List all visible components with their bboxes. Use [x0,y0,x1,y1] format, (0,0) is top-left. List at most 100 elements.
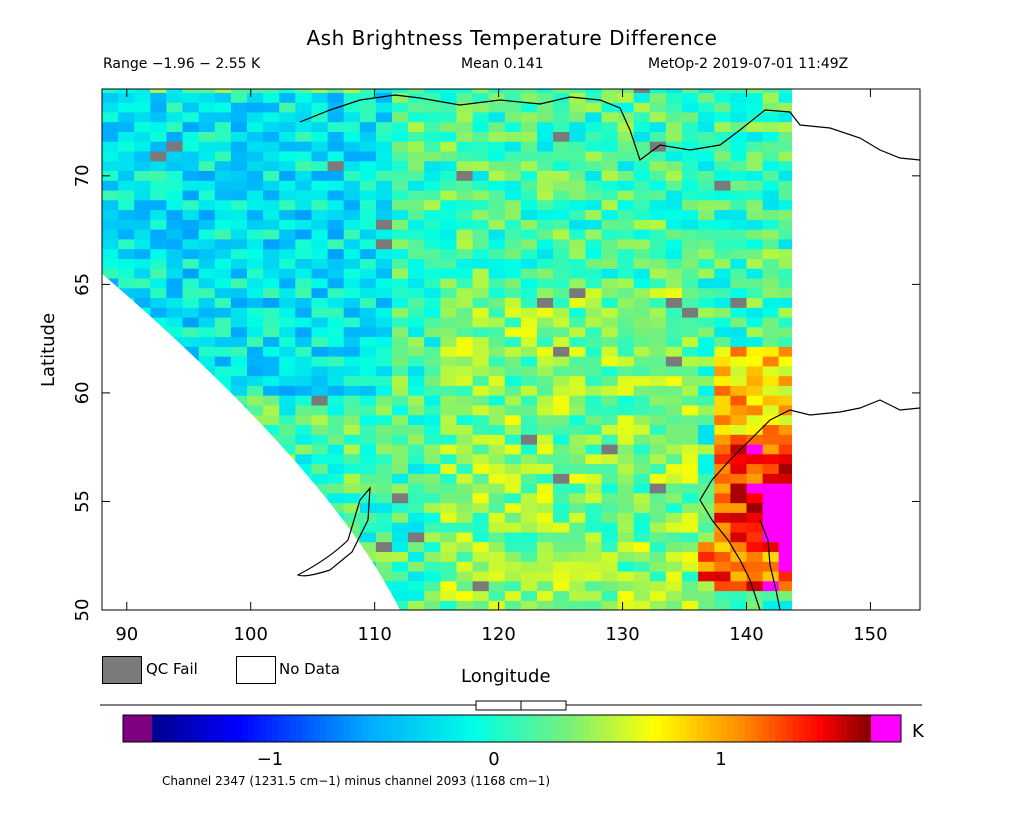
heatmap-cell [553,316,570,328]
colorbar-segment [769,715,776,742]
heatmap-cell [537,160,554,171]
heatmap-cell [166,141,184,152]
heatmap-cell [440,287,458,298]
heatmap-cell [311,287,329,298]
heatmap-cell [375,141,393,152]
heatmap-cell [617,336,635,347]
heatmap-cell [424,356,441,367]
heatmap-cell [730,570,748,582]
heatmap-cell [214,219,232,230]
heatmap-cell [762,326,780,338]
heatmap-cell [504,248,522,259]
heatmap-cell [279,131,296,142]
heatmap-cell [714,131,731,142]
heatmap-cell [649,180,667,191]
heatmap-cell [504,522,522,533]
heatmap-cell [762,522,780,533]
heatmap-cell [778,189,796,201]
heatmap-cell [375,512,393,523]
heatmap-cell [488,580,506,592]
heatmap-cell [682,141,699,152]
heatmap-cell [682,297,699,308]
heatmap-cell [182,89,200,93]
heatmap-cell [408,89,425,93]
heatmap-cell [633,395,651,406]
heatmap-cell [408,463,425,474]
heatmap-cell [230,229,248,240]
heatmap-cell [182,248,200,259]
heatmap-cell [375,111,393,123]
heatmap-cell [520,561,538,572]
heatmap-cell [311,180,329,191]
heatmap-cell [343,473,361,484]
heatmap-cell [762,141,780,152]
heatmap-cell [295,189,312,201]
heatmap-cell [714,150,731,162]
heatmap-cell [778,473,796,484]
heatmap-cell [585,512,603,523]
heatmap-cell [166,238,184,250]
heatmap-cell [698,229,715,240]
colorbar-segment [685,715,692,742]
heatmap-cell [665,102,683,113]
heatmap-cell [230,268,248,279]
heatmap-cell [182,209,200,220]
heatmap-cell [569,150,586,162]
heatmap-cell [343,365,361,377]
heatmap-cell [730,375,748,386]
heatmap-cell [520,551,538,562]
heatmap-cell [520,170,538,181]
heatmap-cell [359,385,377,396]
heatmap-cell [665,346,683,357]
heatmap-cell [134,189,151,201]
heatmap-cell [456,160,474,171]
heatmap-cell [778,238,796,250]
heatmap-cell [472,443,490,455]
heatmap-cell [778,561,796,572]
colorbar-segment [277,715,285,742]
heatmap-cell [537,102,554,113]
heatmap-cell [343,111,361,123]
heatmap-cell [392,414,409,425]
heatmap-cell [311,189,329,201]
heatmap-cell [198,141,216,152]
heatmap-cell [730,248,748,259]
colorbar-segment [433,715,441,742]
heatmap-cell [617,199,635,211]
heatmap-cell [698,434,715,445]
heatmap-cell [392,512,409,523]
heatmap-cell [730,434,748,445]
heatmap-cell [182,180,200,191]
heatmap-cell [150,277,167,289]
heatmap-cell [102,209,119,220]
heatmap-cell [472,150,490,162]
heatmap-cell [472,336,490,347]
heatmap-cell [359,541,377,552]
heatmap-cell [520,541,538,552]
heatmap-cell [472,551,490,562]
heatmap-cell [392,365,409,377]
heatmap-cell [456,277,474,289]
heatmap-cell [520,141,538,152]
heatmap-cell [247,180,264,191]
heatmap-cell [504,141,522,152]
heatmap-cell [714,199,731,211]
heatmap-cell [182,219,200,230]
colorbar-segment [391,715,399,742]
heatmap-cell [440,600,458,610]
heatmap-cell [198,92,216,103]
heatmap-cell [537,404,554,416]
heatmap-cell [698,346,715,357]
no-data-swatch [236,656,276,684]
heatmap-cell [601,121,619,132]
heatmap-cell [472,170,490,181]
heatmap-cell [182,111,200,123]
heatmap-cell [295,463,312,474]
heatmap-cell [682,238,699,250]
heatmap-cell [472,473,490,484]
heatmap-cell [150,141,167,152]
heatmap-cell [520,199,538,211]
heatmap-cell [343,336,361,347]
heatmap-cell [730,89,748,93]
heatmap-cell [472,189,490,201]
